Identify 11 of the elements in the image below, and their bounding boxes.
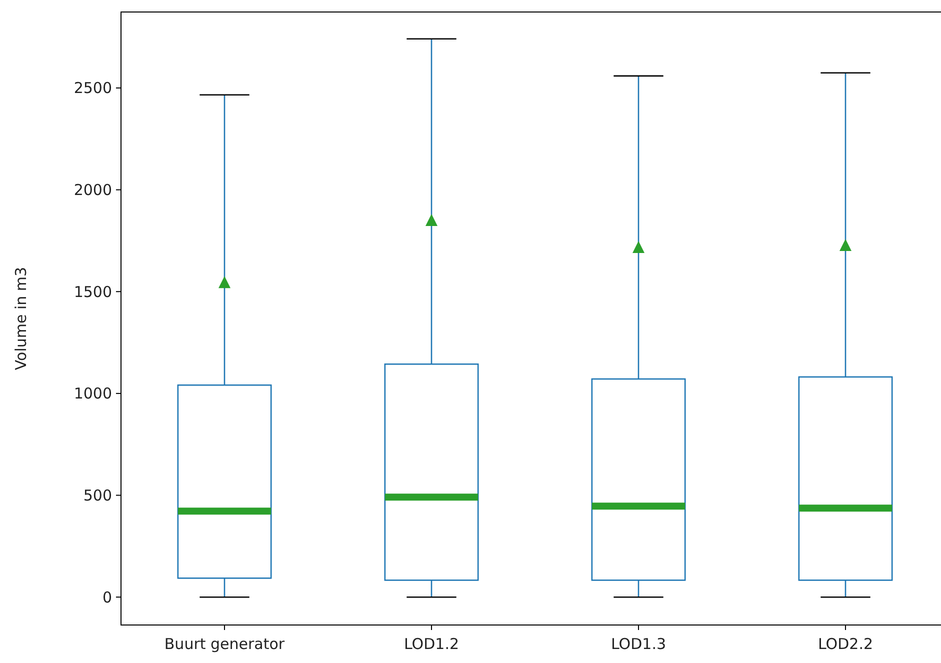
y-tick-label: 500 (83, 486, 112, 505)
y-tick-label: 1000 (74, 384, 112, 403)
x-tick-label: LOD2.2 (818, 635, 874, 653)
y-tick-label: 2000 (74, 181, 112, 200)
y-axis-title: Volume in m3 (12, 266, 30, 370)
x-tick-label: Buurt generator (164, 635, 286, 653)
x-tick-label: LOD1.3 (610, 635, 666, 653)
y-tick-label: 0 (102, 588, 112, 606)
y-tick-label: 2500 (74, 79, 112, 98)
x-tick-label: LOD1.2 (404, 635, 460, 653)
y-tick-label: 1500 (74, 282, 112, 301)
